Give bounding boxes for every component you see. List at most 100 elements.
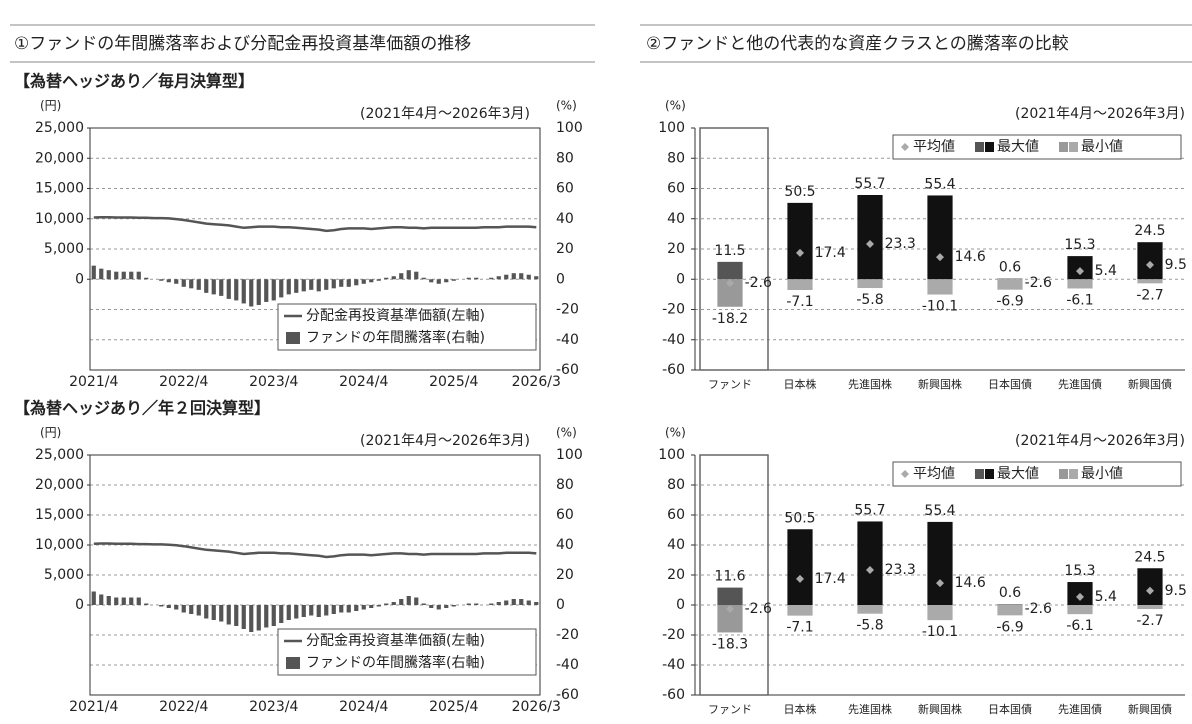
- bar: [294, 279, 299, 293]
- bar: [406, 596, 411, 605]
- legend-label: 分配金再投資基準価額(左軸): [306, 632, 485, 649]
- bar: [264, 279, 269, 302]
- x-tick-label: 新興国株: [918, 377, 962, 391]
- value-label: -6.1: [1066, 292, 1093, 308]
- average-marker: [936, 579, 944, 588]
- x-tick-label: 2021/4: [69, 374, 118, 390]
- x-tick-label: 2021/4: [69, 699, 118, 715]
- y-tick-label: 0: [676, 597, 685, 613]
- y2-tick-label: 60: [556, 181, 574, 197]
- bar: [436, 279, 441, 284]
- bar: [391, 276, 396, 280]
- bar: [189, 279, 194, 289]
- average-marker: [726, 279, 734, 288]
- bar: [421, 603, 426, 605]
- legend-box: [892, 461, 1182, 487]
- bar: [316, 605, 321, 617]
- value-label: -2.6: [1025, 601, 1052, 617]
- y2-tick-label: 80: [556, 477, 574, 493]
- y-tick-label: 20: [667, 567, 685, 583]
- x-tick-label: ファンド: [708, 378, 752, 391]
- x-tick-label: 2026/3: [512, 374, 561, 390]
- y-tick-label: -60: [662, 362, 685, 378]
- bar: [346, 279, 351, 287]
- x-tick-label: 新興国債: [1128, 377, 1172, 391]
- bar: [136, 271, 141, 280]
- x-tick-label: 先進国債: [1058, 702, 1102, 716]
- bar: [301, 279, 306, 292]
- y2-tick-label: -40: [556, 332, 579, 348]
- bar: [286, 279, 291, 295]
- bar: [129, 597, 134, 605]
- bar: [234, 605, 239, 626]
- bar: [526, 600, 531, 605]
- chart-subtitle: 【為替ヘッジあり／毎月決算型】: [14, 72, 254, 91]
- legend-label: ファンドの年間騰落率(右軸): [306, 654, 485, 671]
- legend-marker: [901, 143, 909, 151]
- y-tick-label: 0: [676, 271, 685, 287]
- bar: [997, 278, 1023, 280]
- bar: [511, 273, 516, 280]
- y2-unit: (%): [556, 99, 577, 113]
- bar: [1067, 279, 1093, 289]
- bar: [534, 602, 539, 605]
- bar: [384, 277, 389, 280]
- line: [93, 215, 537, 233]
- bar: [857, 521, 883, 605]
- value-label: 0.6: [999, 259, 1021, 275]
- bar: [234, 279, 239, 301]
- value-label: 15.3: [1064, 563, 1095, 579]
- average-marker: [866, 240, 874, 249]
- value-label: 55.4: [924, 176, 955, 192]
- bar: [174, 279, 179, 284]
- y-tick-label: 5,000: [44, 241, 84, 257]
- average-marker: [1146, 260, 1154, 269]
- legend-swatch: [985, 469, 994, 479]
- bar: [414, 597, 419, 605]
- bar: [474, 277, 479, 280]
- bar: [444, 279, 449, 283]
- bar: [717, 261, 743, 280]
- bar: [166, 279, 171, 283]
- bar: [136, 597, 141, 605]
- plot-frame: [89, 454, 541, 696]
- legend-label: 平均値: [913, 139, 955, 155]
- value-label: -10.1: [922, 624, 958, 640]
- bar: [301, 605, 306, 617]
- bar: [279, 279, 284, 298]
- bar: [241, 279, 246, 304]
- y2-tick-label: -20: [556, 302, 579, 318]
- y-tick-label: 15,000: [35, 181, 84, 197]
- value-label: -2.6: [745, 275, 772, 291]
- y-tick-label: 20,000: [35, 150, 84, 166]
- value-label: 23.3: [885, 562, 916, 578]
- bar: [451, 279, 456, 281]
- average-marker: [796, 248, 804, 257]
- legend-swatch: [286, 332, 300, 344]
- value-label: 24.5: [1134, 223, 1165, 239]
- bar: [519, 599, 524, 605]
- x-tick-label: 2023/4: [249, 374, 298, 390]
- value-label: -2.7: [1136, 613, 1163, 629]
- value-label: 11.5: [714, 243, 745, 259]
- value-label: 50.5: [784, 184, 815, 200]
- value-label: 9.5: [1165, 257, 1187, 273]
- value-label: 23.3: [885, 236, 916, 252]
- value-label: 11.6: [714, 569, 745, 585]
- bar: [519, 273, 524, 280]
- bar: [144, 603, 149, 605]
- bar: [466, 603, 471, 605]
- y2-tick-label: 0: [556, 597, 565, 613]
- y2-tick-label: 100: [556, 120, 583, 136]
- bar: [361, 605, 366, 610]
- value-label: -18.3: [712, 636, 748, 652]
- y-tick-label: 40: [667, 537, 685, 553]
- bar: [106, 270, 111, 280]
- legend-swatch: [1059, 469, 1068, 479]
- bar: [294, 605, 299, 619]
- y-tick-label: 5,000: [44, 567, 84, 583]
- bar: [249, 279, 254, 307]
- bar: [504, 600, 509, 605]
- value-label: 17.4: [815, 245, 846, 261]
- bar: [399, 273, 404, 280]
